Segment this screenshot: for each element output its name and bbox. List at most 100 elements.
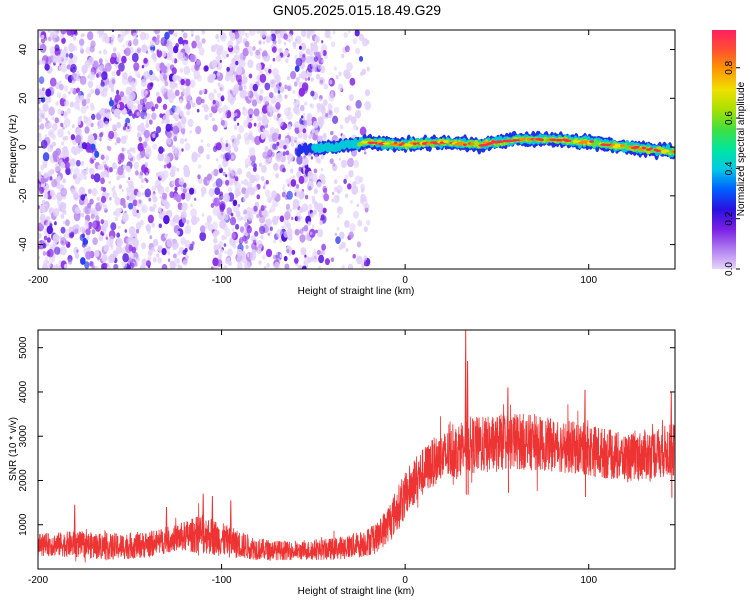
snr-line bbox=[38, 404, 675, 563]
noise-cell bbox=[182, 217, 187, 224]
noise-cell bbox=[138, 136, 143, 142]
noise-cell bbox=[179, 67, 184, 73]
noise-cell bbox=[195, 125, 202, 135]
noise-cell bbox=[158, 146, 164, 154]
signal-peak bbox=[538, 138, 545, 142]
noise-cell bbox=[49, 223, 53, 228]
noise-cell bbox=[121, 212, 129, 223]
noise-cell bbox=[129, 91, 136, 101]
noise-cell bbox=[306, 30, 313, 36]
noise-cell bbox=[80, 95, 85, 101]
noise-cell bbox=[296, 215, 301, 222]
noise-cell bbox=[139, 264, 146, 269]
noise-cell bbox=[364, 100, 372, 111]
noise-cell bbox=[258, 260, 262, 265]
noise-cell bbox=[38, 191, 41, 196]
noise-cell bbox=[255, 62, 262, 71]
noise-cell bbox=[141, 65, 145, 69]
noise-cell bbox=[260, 205, 265, 211]
noise-cell bbox=[234, 182, 241, 191]
signal-peak bbox=[589, 140, 594, 143]
noise-cell bbox=[256, 240, 263, 250]
noise-cell bbox=[45, 88, 52, 97]
noise-cell bbox=[112, 191, 118, 199]
noise-cell bbox=[221, 234, 226, 241]
noise-cell bbox=[329, 36, 332, 40]
noise-cell bbox=[38, 132, 42, 137]
noise-cell bbox=[38, 255, 41, 260]
noise-cell bbox=[231, 57, 236, 65]
noise-cell bbox=[208, 92, 215, 101]
noise-cell bbox=[166, 131, 172, 139]
noise-cell bbox=[275, 252, 278, 256]
noise-cell bbox=[292, 90, 296, 94]
noise-cell bbox=[307, 77, 311, 81]
noise-cell bbox=[108, 63, 111, 67]
noise-cell bbox=[89, 207, 95, 215]
noise-cell bbox=[154, 30, 161, 35]
noise-cell bbox=[117, 33, 121, 38]
noise-cell bbox=[136, 47, 142, 54]
noise-cell bbox=[295, 191, 301, 198]
noise-cell bbox=[85, 117, 92, 127]
noise-cell bbox=[236, 41, 240, 46]
noise-cell bbox=[352, 37, 358, 45]
noise-cell bbox=[350, 200, 353, 204]
noise-cell bbox=[186, 219, 190, 225]
noise-cell bbox=[116, 69, 121, 76]
noise-cell bbox=[68, 52, 74, 59]
noise-cell bbox=[150, 49, 154, 54]
noise-cell bbox=[52, 123, 58, 131]
noise-cell bbox=[46, 225, 53, 235]
noise-cell bbox=[165, 186, 170, 193]
noise-cell bbox=[295, 184, 300, 189]
noise-cell bbox=[283, 137, 290, 147]
noise-cell bbox=[99, 120, 105, 129]
noise-cell bbox=[263, 55, 267, 62]
noise-cell bbox=[259, 69, 263, 75]
noise-cell bbox=[145, 145, 151, 154]
noise-cell bbox=[254, 135, 261, 146]
noise-cell bbox=[174, 147, 182, 157]
noise-cell bbox=[297, 132, 303, 139]
noise-cell bbox=[238, 58, 246, 69]
noise-cell bbox=[249, 51, 254, 57]
noise-cell bbox=[328, 110, 333, 116]
noise-cell bbox=[317, 181, 322, 188]
noise-cell bbox=[232, 199, 238, 206]
noise-cell bbox=[272, 67, 279, 77]
noise-cell bbox=[104, 108, 109, 114]
noise-cell bbox=[314, 154, 319, 160]
noise-cell bbox=[178, 177, 185, 186]
noise-cell bbox=[116, 232, 121, 238]
noise-cell bbox=[255, 246, 258, 251]
noise-cell bbox=[203, 103, 208, 110]
noise-cell bbox=[124, 229, 128, 233]
noise-cell bbox=[277, 90, 281, 94]
noise-cell bbox=[190, 30, 194, 35]
noise-cell bbox=[341, 159, 348, 168]
noise-cell bbox=[221, 195, 224, 199]
noise-cell bbox=[160, 36, 168, 47]
noise-cell bbox=[179, 99, 183, 104]
noise-cell bbox=[251, 249, 256, 254]
noise-cell bbox=[98, 50, 102, 54]
noise-cell bbox=[41, 87, 45, 92]
noise-cell bbox=[294, 65, 300, 72]
noise-cell bbox=[67, 131, 71, 135]
noise-cell bbox=[279, 86, 285, 93]
noise-cell bbox=[363, 151, 367, 155]
noise-cell bbox=[247, 154, 251, 158]
noise-cell bbox=[363, 226, 368, 233]
noise-cell bbox=[353, 210, 359, 219]
noise-cell bbox=[273, 239, 276, 244]
noise-cell bbox=[264, 158, 270, 166]
noise-cell bbox=[144, 136, 149, 143]
noise-cell bbox=[117, 51, 120, 56]
noise-cell bbox=[279, 150, 283, 155]
noise-cell bbox=[215, 142, 222, 151]
snr-y-tick-label: 3000 bbox=[18, 425, 29, 448]
noise-cell bbox=[302, 119, 308, 126]
noise-cell bbox=[80, 160, 85, 167]
noise-cell bbox=[238, 85, 243, 92]
